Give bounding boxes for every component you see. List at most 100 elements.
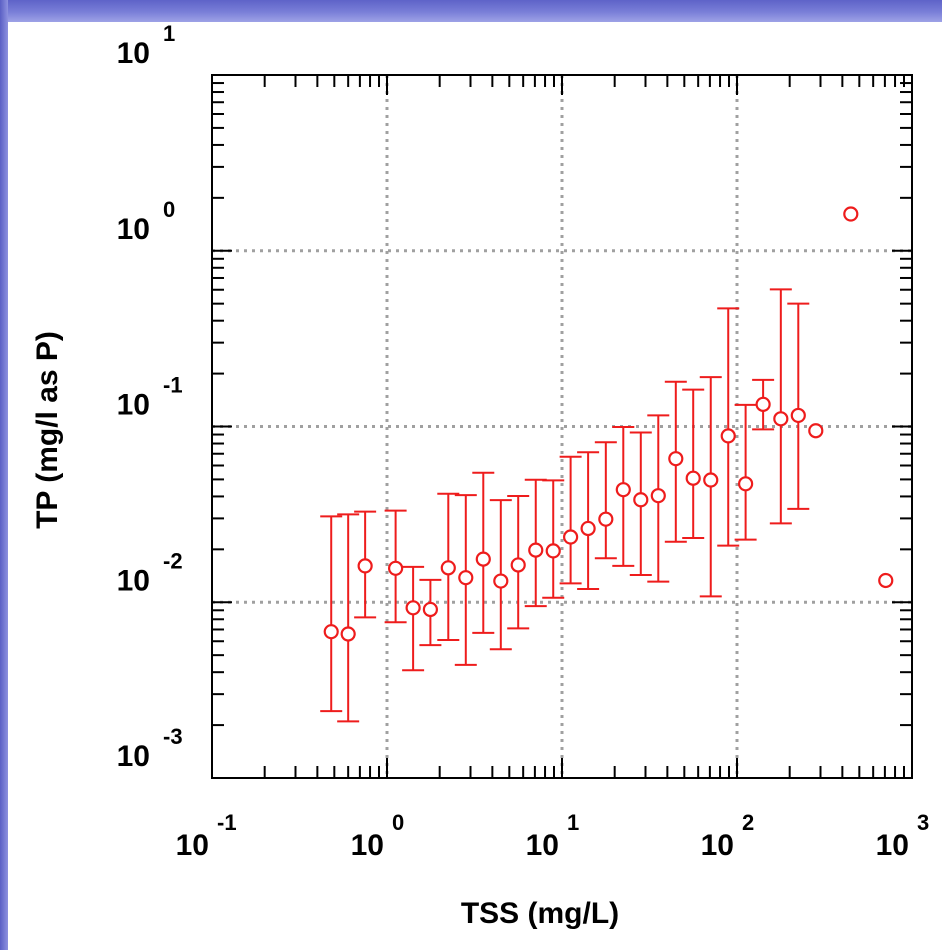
- y-tick-label: 10 -1: [117, 373, 183, 422]
- point-marker: [580, 520, 596, 537]
- plot-area-frame: [211, 74, 913, 779]
- point-marker: [755, 396, 771, 412]
- y-tick-label-base: 10: [117, 564, 150, 597]
- data-point: [437, 492, 460, 641]
- y-tick-label: 10 0: [117, 197, 176, 246]
- y-axis-tick-labels: 10 -3 10 -2 10 -1 10 0 10 1: [117, 21, 183, 773]
- data-point: [734, 403, 757, 541]
- point-marker: [808, 423, 824, 439]
- x-tick-label: 10 3: [876, 810, 930, 862]
- slide-left-border: [0, 0, 8, 950]
- data-point: [752, 378, 775, 431]
- axis-ticks: [211, 75, 912, 779]
- grid-lines: [212, 75, 912, 778]
- point-marker: [878, 572, 894, 589]
- y-tick-label-exponent: 1: [163, 21, 175, 46]
- point-marker: [668, 451, 684, 467]
- data-point: [594, 441, 617, 560]
- point-marker: [458, 570, 474, 586]
- data-point: [354, 510, 377, 619]
- point-marker: [633, 492, 649, 508]
- data-point: [717, 307, 740, 547]
- x-tick-label-base: 10: [176, 829, 209, 862]
- point-marker: [357, 558, 373, 574]
- x-tick-label-exponent: 2: [742, 810, 754, 835]
- data-point: [524, 478, 547, 608]
- data-point: [699, 376, 722, 598]
- data-point: [472, 471, 495, 634]
- y-tick-label-exponent: -2: [163, 548, 183, 573]
- point-marker: [738, 476, 754, 492]
- y-axis-label: TP (mg/l as P): [31, 331, 64, 529]
- point-marker: [528, 542, 544, 558]
- point-marker: [773, 411, 789, 427]
- data-point: [507, 495, 530, 630]
- x-tick-label: 10 2: [701, 810, 755, 862]
- x-tick-label-base: 10: [526, 829, 559, 862]
- data-point: [612, 425, 635, 567]
- x-tick-label-base: 10: [351, 829, 384, 862]
- data-point: [559, 455, 582, 585]
- data-points: [320, 206, 894, 723]
- point-marker: [510, 557, 526, 573]
- point-marker: [703, 472, 719, 488]
- data-point: [769, 288, 792, 525]
- point-marker: [650, 488, 666, 504]
- point-marker: [422, 601, 438, 618]
- x-tick-label-exponent: 0: [392, 810, 404, 835]
- x-axis-label: TSS (mg/L): [461, 897, 619, 930]
- y-tick-label-base: 10: [117, 389, 150, 422]
- x-tick-label-exponent: 3: [917, 810, 929, 835]
- data-point: [577, 451, 600, 590]
- y-tick-label-base: 10: [117, 740, 150, 773]
- y-tick-label: 10 1: [117, 21, 176, 70]
- point-marker: [405, 600, 421, 616]
- x-axis-tick-labels: 10 -1 10 0 10 1 10 2 10 3: [176, 810, 930, 862]
- slide-top-border: [0, 0, 942, 22]
- x-tick-label: 10 -1: [176, 810, 237, 862]
- data-point: [843, 206, 859, 222]
- data-point: [320, 515, 343, 713]
- y-tick-label-base: 10: [117, 213, 150, 246]
- y-tick-label-exponent: 0: [163, 197, 175, 222]
- point-marker: [790, 407, 806, 424]
- data-point: [647, 414, 670, 583]
- y-tick-label-exponent: -3: [163, 724, 183, 749]
- point-marker: [493, 573, 509, 589]
- x-tick-label: 10 0: [351, 810, 405, 862]
- point-marker: [323, 624, 339, 640]
- y-tick-label: 10 -3: [117, 724, 183, 773]
- data-point: [419, 578, 442, 647]
- data-point: [402, 565, 425, 672]
- data-point: [878, 572, 894, 589]
- point-marker: [340, 626, 356, 642]
- point-marker: [843, 206, 859, 222]
- x-tick-label: 10 1: [526, 810, 580, 862]
- x-tick-label-exponent: 1: [567, 810, 579, 835]
- point-marker: [388, 560, 404, 576]
- x-tick-label-exponent: -1: [217, 810, 237, 835]
- data-point: [454, 494, 477, 666]
- x-tick-label-base: 10: [701, 829, 734, 862]
- data-point: [787, 302, 810, 510]
- y-tick-label: 10 -2: [117, 548, 183, 597]
- point-marker: [598, 511, 614, 527]
- data-point: [489, 499, 512, 651]
- y-tick-label-exponent: -1: [163, 373, 183, 398]
- point-marker: [475, 551, 491, 567]
- data-point: [542, 479, 565, 599]
- x-tick-label-base: 10: [876, 829, 909, 862]
- data-point: [384, 509, 407, 624]
- point-marker: [440, 560, 456, 576]
- data-point: [664, 380, 687, 543]
- data-point: [337, 513, 360, 723]
- point-marker: [563, 529, 579, 545]
- point-marker: [720, 428, 736, 444]
- point-marker: [545, 543, 561, 559]
- y-tick-label-base: 10: [117, 37, 150, 70]
- data-point: [682, 388, 705, 540]
- data-point: [808, 423, 824, 439]
- point-marker: [685, 470, 701, 486]
